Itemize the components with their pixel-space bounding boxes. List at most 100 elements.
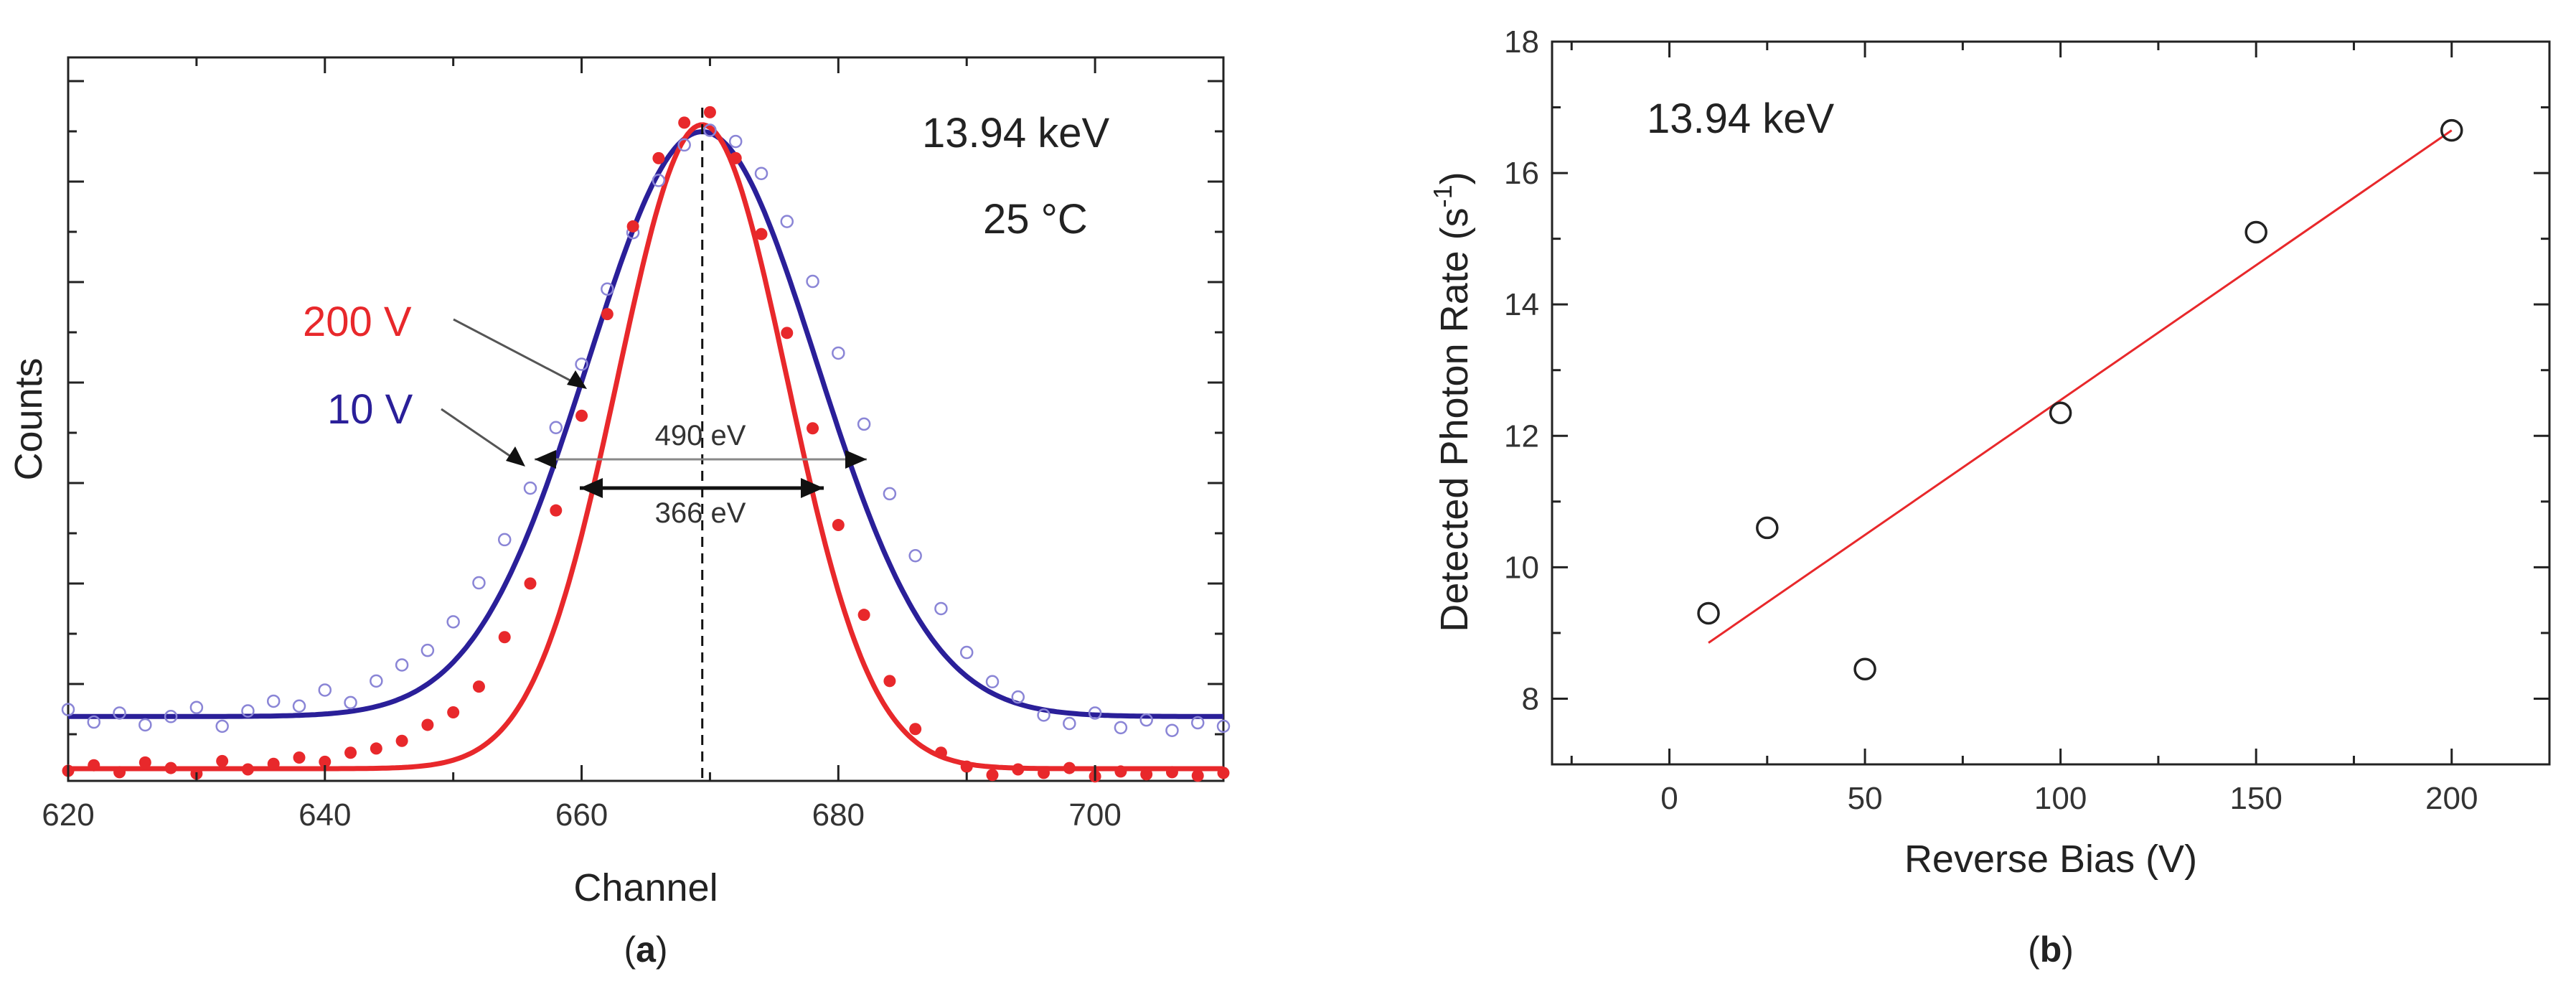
label-200v-leader [453, 318, 587, 389]
data-point-200v [1038, 767, 1050, 779]
data-point-200v [755, 228, 768, 240]
label-10v: 10 V [327, 386, 413, 433]
data-point-10v [575, 357, 588, 371]
y-axis-title-b-main: Detected Photon Rate (s [1433, 207, 1476, 632]
x-tick-label-a: 620 [42, 797, 94, 833]
fit-curve-10v [68, 129, 1223, 719]
label-10v-leader [441, 408, 525, 467]
y-tick-label-b: 12 [1504, 418, 1539, 454]
x-axis-title-a: Channel [573, 866, 718, 909]
data-point-200v [678, 116, 691, 129]
linear-fit-line [1708, 129, 2453, 644]
data-point-10v [61, 703, 75, 716]
data-point-200v [498, 631, 511, 644]
data-point-10v [370, 674, 383, 688]
fwhm-10v-arrow [535, 450, 867, 469]
data-point-10v [832, 346, 845, 360]
x-tick-label-b: 200 [2425, 781, 2478, 816]
x-tick-label-b: 50 [1848, 781, 1883, 816]
y-axis-title-b-end: ) [1433, 172, 1476, 184]
data-point-200v [909, 723, 922, 736]
panel-b: 0 50 100 150 200 8 10 12 14 16 18 13.94 keV Revers… [1428, 24, 2551, 970]
data-point-200v [832, 519, 845, 532]
data-point-200v [857, 609, 870, 622]
data-point-200v [883, 675, 896, 688]
panel-label-b: (b) [2028, 929, 2074, 970]
data-point-10v [1114, 721, 1128, 735]
data-point-10v [857, 417, 871, 431]
data-point-10v [215, 719, 229, 734]
data-point-200v [447, 706, 460, 718]
data-point-10v [266, 694, 281, 708]
data-point-10v [113, 706, 126, 720]
data-point-200v [729, 151, 742, 164]
data-point-200v [472, 680, 485, 693]
data-point-b [2244, 220, 2267, 244]
data-point-200v [370, 742, 382, 755]
data-point-200v [241, 763, 254, 776]
data-point-b [1697, 601, 1720, 625]
data-point-10v [883, 487, 897, 501]
data-point-200v [934, 746, 947, 759]
data-point-10v [1139, 713, 1153, 727]
label-200v: 200 V [303, 299, 412, 345]
data-point-10v [934, 601, 948, 616]
data-point-10v [806, 274, 819, 289]
data-point-10v [549, 421, 563, 434]
fwhm-200v-arrow [580, 478, 824, 498]
fwhm-200v-label: 366 eV [655, 497, 746, 529]
data-point-10v [652, 174, 666, 187]
data-point-10v [189, 700, 204, 714]
data-point-200v [395, 734, 408, 747]
data-point-200v [1114, 765, 1127, 778]
data-point-10v [703, 123, 717, 137]
data-point-10v [420, 643, 435, 657]
x-axis-title-b: Reverse Bias (V) [1904, 838, 2197, 881]
data-point-200v [421, 718, 434, 731]
y-tick-label-b: 18 [1504, 24, 1539, 60]
data-point-10v [241, 704, 255, 718]
data-point-10v [1165, 723, 1179, 737]
data-point-200v [216, 754, 229, 767]
data-point-10v [754, 167, 768, 180]
data-point-200v [960, 760, 973, 773]
data-point-200v [626, 220, 639, 233]
panel-a-frame [67, 56, 1225, 782]
data-point-10v [959, 645, 974, 660]
panel-label-a-letter: a [636, 929, 657, 970]
data-point-10v [1063, 716, 1076, 731]
data-point-b [2049, 401, 2072, 424]
energy-annotation-b: 13.94 keV [1647, 95, 1835, 142]
data-point-200v [164, 762, 177, 774]
data-point-200v [1063, 762, 1076, 774]
data-point-200v [293, 751, 306, 764]
data-point-200v [344, 746, 357, 759]
data-point-10v [780, 215, 794, 228]
data-point-10v [601, 282, 614, 296]
data-point-10v [985, 675, 1000, 689]
data-point-10v [908, 548, 922, 563]
data-point-10v [1216, 719, 1231, 734]
x-tick-label-b: 100 [2034, 781, 2087, 816]
data-point-200v [1191, 769, 1204, 782]
y-axis-title-b-sup: -1 [1428, 184, 1457, 207]
data-point-200v [267, 757, 280, 770]
x-tick-label-a: 700 [1068, 797, 1121, 833]
x-tick-label-a: 660 [555, 797, 608, 833]
y-axis-title-a: Counts [7, 357, 50, 480]
data-point-200v [575, 409, 588, 422]
data-point-200v [88, 759, 100, 772]
data-point-200v [1140, 768, 1153, 781]
data-point-b [1853, 657, 1876, 681]
data-point-10v [446, 615, 460, 629]
y-tick-label-b: 10 [1504, 550, 1539, 585]
data-point-200v [652, 151, 665, 164]
y-tick-label-b: 16 [1504, 156, 1539, 191]
energy-annotation-a: 13.94 keV [922, 110, 1110, 156]
data-point-200v [138, 756, 151, 769]
data-point-10v [472, 576, 486, 590]
data-point-200v [550, 504, 563, 517]
data-point-10v [523, 481, 537, 495]
fwhm-10v-label: 490 eV [655, 420, 746, 451]
